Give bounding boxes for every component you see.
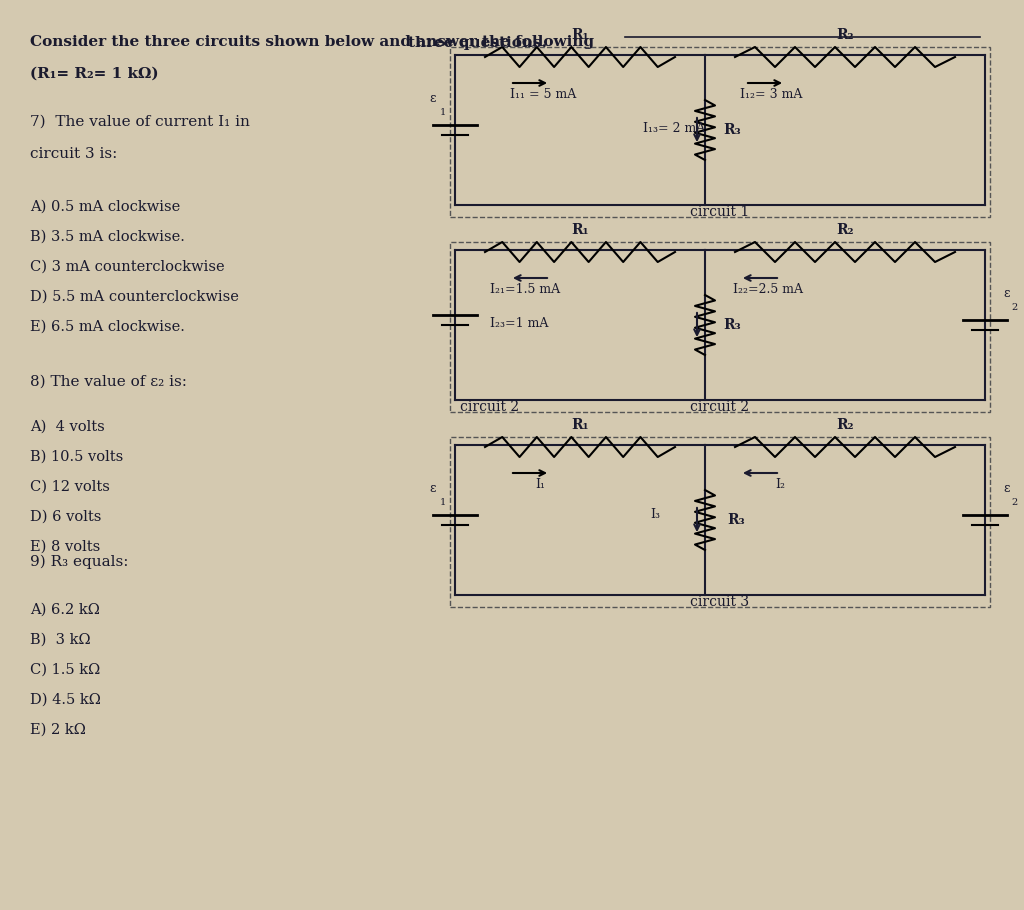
Text: I₃: I₃ xyxy=(650,509,660,521)
Text: R₂: R₂ xyxy=(837,223,854,237)
Text: B) 3.5 mA clockwise.: B) 3.5 mA clockwise. xyxy=(30,230,185,244)
Text: E) 6.5 mA clockwise.: E) 6.5 mA clockwise. xyxy=(30,320,185,334)
Text: ε: ε xyxy=(1004,482,1011,495)
Text: circuit 2: circuit 2 xyxy=(461,400,519,414)
Text: 8) The value of ε₂ is:: 8) The value of ε₂ is: xyxy=(30,375,187,389)
Bar xyxy=(450,47,990,217)
Text: I₂₁=1.5 mA: I₂₁=1.5 mA xyxy=(490,283,560,296)
Text: I₁: I₁ xyxy=(535,478,545,491)
Text: C) 3 mA counterclockwise: C) 3 mA counterclockwise xyxy=(30,260,224,274)
Text: A) 0.5 mA clockwise: A) 0.5 mA clockwise xyxy=(30,200,180,214)
Text: 2: 2 xyxy=(1012,498,1018,507)
Text: C) 12 volts: C) 12 volts xyxy=(30,480,110,494)
Text: circuit 3: circuit 3 xyxy=(690,595,750,609)
Text: D) 4.5 kΩ: D) 4.5 kΩ xyxy=(30,693,101,707)
Bar xyxy=(450,437,990,607)
Text: ε: ε xyxy=(430,92,436,105)
Text: 2: 2 xyxy=(1012,303,1018,312)
Text: R₂: R₂ xyxy=(837,418,854,432)
Bar xyxy=(450,242,990,412)
Text: circuit 2: circuit 2 xyxy=(690,400,750,414)
Text: 7)  The value of current I₁ in: 7) The value of current I₁ in xyxy=(30,115,250,129)
Text: I₁₁ = 5 mA: I₁₁ = 5 mA xyxy=(510,88,577,101)
Text: I₂₃=1 mA: I₂₃=1 mA xyxy=(490,317,549,329)
Text: I₂₂=2.5 mA: I₂₂=2.5 mA xyxy=(733,283,803,296)
Text: A)  4 volts: A) 4 volts xyxy=(30,420,104,434)
Text: E) 8 volts: E) 8 volts xyxy=(30,540,100,554)
Text: ε: ε xyxy=(430,482,436,495)
Text: A) 6.2 kΩ: A) 6.2 kΩ xyxy=(30,603,100,617)
Text: 1: 1 xyxy=(440,498,446,507)
Text: B) 10.5 volts: B) 10.5 volts xyxy=(30,450,123,464)
Text: 1: 1 xyxy=(440,108,446,117)
Text: E) 2 kΩ: E) 2 kΩ xyxy=(30,723,86,737)
Text: D) 6 volts: D) 6 volts xyxy=(30,510,101,524)
Text: R₃: R₃ xyxy=(723,123,740,137)
Text: B)  3 kΩ: B) 3 kΩ xyxy=(30,633,91,647)
Text: C) 1.5 kΩ: C) 1.5 kΩ xyxy=(30,663,100,677)
Text: I₁₂= 3 mA: I₁₂= 3 mA xyxy=(740,88,803,101)
Text: (R₁= R₂= 1 kΩ): (R₁= R₂= 1 kΩ) xyxy=(30,67,159,81)
Text: circuit 3 is:: circuit 3 is: xyxy=(30,147,118,161)
Text: R₁: R₁ xyxy=(571,28,589,42)
Text: I₁₃= 2 mA: I₁₃= 2 mA xyxy=(643,122,706,135)
Text: R₃: R₃ xyxy=(727,513,744,527)
Text: D) 5.5 mA counterclockwise: D) 5.5 mA counterclockwise xyxy=(30,290,239,304)
Text: circuit 1: circuit 1 xyxy=(690,205,750,219)
Text: I₂: I₂ xyxy=(775,478,785,491)
Text: ε: ε xyxy=(1004,287,1011,300)
Text: 9) R₃ equals:: 9) R₃ equals: xyxy=(30,555,128,570)
Text: three questions.: three questions. xyxy=(30,36,547,50)
Text: R₁: R₁ xyxy=(571,418,589,432)
Text: Consider the three circuits shown below and answer the following: Consider the three circuits shown below … xyxy=(30,35,599,49)
Text: R₂: R₂ xyxy=(837,28,854,42)
Text: R₃: R₃ xyxy=(723,318,740,332)
Text: R₁: R₁ xyxy=(571,223,589,237)
